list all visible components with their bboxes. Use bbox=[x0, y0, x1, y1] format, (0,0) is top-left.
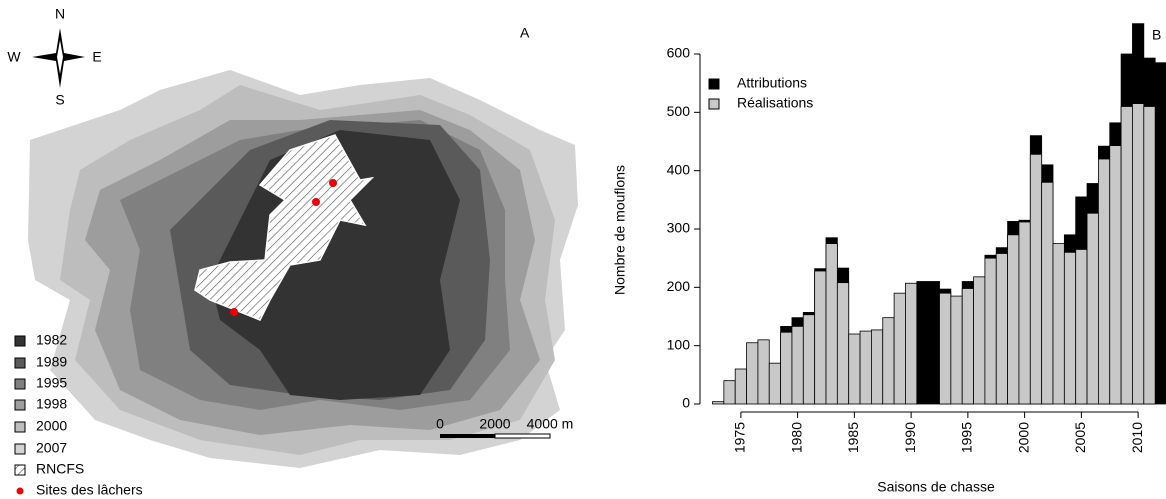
bar bbox=[1007, 234, 1020, 405]
map: A N S E W 0 2000 4000 m 1982 1989 bbox=[7, 6, 578, 498]
bar bbox=[1120, 106, 1133, 405]
bar bbox=[768, 362, 782, 405]
legend-label: RNCFS bbox=[36, 461, 84, 477]
y-tick-label: 300 bbox=[667, 220, 691, 236]
scale-bar: 0 2000 4000 m bbox=[436, 416, 574, 439]
bar bbox=[871, 329, 884, 405]
x-tick-label: 2005 bbox=[1072, 422, 1088, 453]
bar bbox=[1098, 158, 1111, 405]
bar bbox=[825, 243, 838, 405]
bar bbox=[1132, 103, 1145, 405]
bar bbox=[791, 326, 804, 405]
compass-e: E bbox=[92, 49, 101, 65]
x-tick-label: 1995 bbox=[959, 422, 975, 453]
bar bbox=[905, 282, 918, 405]
legend-label: 2007 bbox=[36, 440, 67, 456]
range-1982 bbox=[210, 130, 460, 400]
bar bbox=[859, 330, 872, 405]
y-tick-label: 200 bbox=[667, 278, 691, 294]
bar bbox=[1143, 106, 1156, 405]
legend-swatch bbox=[708, 78, 720, 90]
x-tick-label: 2000 bbox=[1015, 422, 1031, 453]
bar bbox=[1086, 212, 1099, 405]
bar bbox=[984, 257, 997, 405]
bar bbox=[893, 292, 906, 405]
x-tick-label: 2010 bbox=[1129, 422, 1145, 453]
legend-label: 1995 bbox=[36, 375, 67, 391]
compass-w: W bbox=[7, 49, 21, 65]
bar bbox=[734, 368, 747, 405]
y-tick-label: 500 bbox=[667, 103, 691, 119]
bar bbox=[1063, 251, 1077, 405]
bar bbox=[1041, 181, 1054, 405]
x-tick-label: 1990 bbox=[902, 422, 918, 453]
legend-label: Attributions bbox=[737, 75, 807, 91]
bar bbox=[1052, 243, 1065, 405]
compass-n: N bbox=[55, 6, 65, 22]
legend-label: 1989 bbox=[36, 354, 67, 370]
bar bbox=[995, 253, 1009, 405]
bar bbox=[1029, 153, 1043, 405]
release-site bbox=[312, 198, 320, 206]
chart-title: B bbox=[1152, 27, 1161, 43]
bar bbox=[712, 401, 725, 405]
bar bbox=[802, 314, 816, 405]
bar bbox=[1154, 62, 1166, 405]
release-site bbox=[329, 179, 337, 187]
x-tick-label: 1975 bbox=[732, 422, 748, 453]
bar bbox=[916, 281, 929, 405]
legend-label: 2000 bbox=[36, 418, 67, 434]
bar bbox=[780, 331, 793, 405]
y-tick-label: 100 bbox=[667, 336, 691, 352]
x-axis-label: Saisons de chasse bbox=[877, 479, 995, 495]
bar-chart: B Nombre de mouflons Saisons de chasse 0… bbox=[612, 23, 1166, 495]
bar bbox=[814, 270, 827, 405]
scale-label: 2000 bbox=[479, 416, 510, 432]
y-axis-label: Nombre de mouflons bbox=[612, 165, 628, 295]
bar bbox=[1109, 145, 1122, 405]
scale-label: 0 bbox=[436, 416, 444, 432]
legend-swatch bbox=[708, 98, 720, 110]
bar bbox=[882, 317, 895, 405]
bar bbox=[961, 288, 974, 405]
bar bbox=[836, 282, 850, 405]
y-tick-label: 0 bbox=[682, 395, 690, 411]
map-legend: 1982 1989 1995 1998 2000 2007 RNCFS Site… bbox=[14, 332, 143, 498]
y-tick-label: 600 bbox=[667, 45, 691, 61]
y-tick-label: 400 bbox=[667, 161, 691, 177]
compass: N S E W bbox=[7, 6, 101, 108]
bar bbox=[1018, 221, 1031, 405]
x-tick-label: 1980 bbox=[788, 422, 804, 453]
legend-label: 1998 bbox=[36, 396, 67, 412]
bar bbox=[973, 276, 986, 405]
legend-label: Sites des lâchers bbox=[36, 482, 143, 498]
bar bbox=[1075, 249, 1088, 405]
x-tick-label: 1985 bbox=[845, 422, 861, 453]
bar bbox=[950, 295, 963, 405]
scale-label: 4000 m bbox=[527, 416, 574, 432]
bar bbox=[746, 342, 759, 405]
bar bbox=[723, 380, 736, 405]
bar bbox=[757, 339, 770, 405]
legend-label: 1982 bbox=[36, 332, 67, 348]
bar bbox=[848, 333, 861, 405]
bar bbox=[939, 292, 952, 405]
release-site bbox=[230, 308, 238, 316]
legend-label: Réalisations bbox=[737, 95, 813, 111]
compass-s: S bbox=[55, 92, 64, 108]
rncfs bbox=[194, 134, 375, 321]
panel-label: A bbox=[520, 25, 530, 41]
bar bbox=[927, 281, 940, 405]
